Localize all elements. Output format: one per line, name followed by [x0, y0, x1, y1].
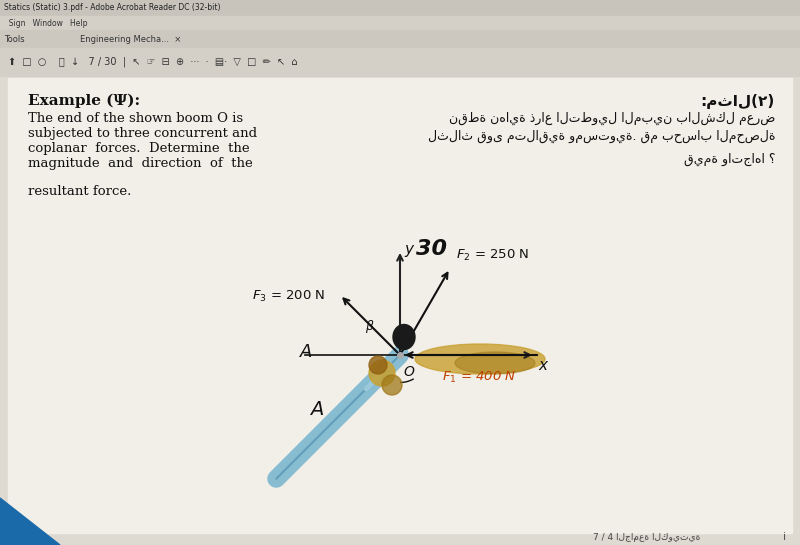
Ellipse shape [393, 324, 415, 349]
Text: i: i [783, 532, 786, 542]
Text: نقطة نهاية ذراع التطويل المبين بالشكل معرض: نقطة نهاية ذراع التطويل المبين بالشكل مع… [449, 112, 775, 125]
Text: y: y [404, 242, 413, 257]
Text: $F_2$ = 250 N: $F_2$ = 250 N [456, 249, 530, 263]
Text: Sign   Window   Help: Sign Window Help [4, 19, 87, 27]
Text: A: A [300, 343, 312, 361]
Text: The end of the shown boom O is: The end of the shown boom O is [28, 112, 243, 125]
Text: $\beta$: $\beta$ [365, 318, 374, 335]
Text: لثلاث قوى متلاقية ومستوية. قم بحساب المحصلة: لثلاث قوى متلاقية ومستوية. قم بحساب المح… [427, 130, 775, 143]
Text: Tools: Tools [4, 34, 25, 44]
Circle shape [382, 375, 402, 395]
Bar [0, 48, 800, 76]
Text: Engineering Mecha...  ×: Engineering Mecha... × [80, 34, 182, 44]
Text: :مثال(۲): :مثال(۲) [701, 94, 775, 109]
Text: coplanar  forces.  Determine  the: coplanar forces. Determine the [28, 142, 250, 155]
Polygon shape [0, 498, 60, 545]
Text: A: A [310, 400, 323, 419]
Text: subjected to three concurrent and: subjected to three concurrent and [28, 127, 257, 140]
Text: $F_1$ = 400 N: $F_1$ = 400 N [442, 370, 517, 385]
Text: قيمة واتجاها ؟: قيمة واتجاها ؟ [683, 153, 775, 166]
Text: resultant force.: resultant force. [28, 185, 131, 198]
Text: O: O [403, 365, 414, 379]
Ellipse shape [415, 344, 545, 374]
Text: x: x [538, 358, 547, 373]
Text: Statics (Static) 3.pdf - Adobe Acrobat Reader DC (32-bit): Statics (Static) 3.pdf - Adobe Acrobat R… [4, 3, 221, 13]
Circle shape [369, 360, 395, 386]
Ellipse shape [455, 352, 535, 374]
Text: 30: 30 [416, 239, 447, 259]
Text: Example (Ψ):: Example (Ψ): [28, 94, 140, 108]
Bar [0, 30, 800, 48]
Text: ⬆  □  ○    ⓘ  ↓   7 / 30  |  ↖  ☞  ⊟  ⊕  ···  ·  ▤·  ▽  □  ✏  ↖  ⌂: ⬆ □ ○ ⓘ ↓ 7 / 30 | ↖ ☞ ⊟ ⊕ ··· · ▤· ▽ □ … [8, 57, 298, 67]
Circle shape [369, 356, 387, 374]
Bar [0, 0, 800, 16]
Text: $F_3$ = 200 N: $F_3$ = 200 N [252, 289, 326, 305]
Bar [0, 16, 800, 30]
Text: 7 / 4 الجامعة الكويتية: 7 / 4 الجامعة الكويتية [593, 532, 700, 542]
Bar [8, 78, 792, 533]
Text: magnitude  and  direction  of  the: magnitude and direction of the [28, 157, 253, 170]
